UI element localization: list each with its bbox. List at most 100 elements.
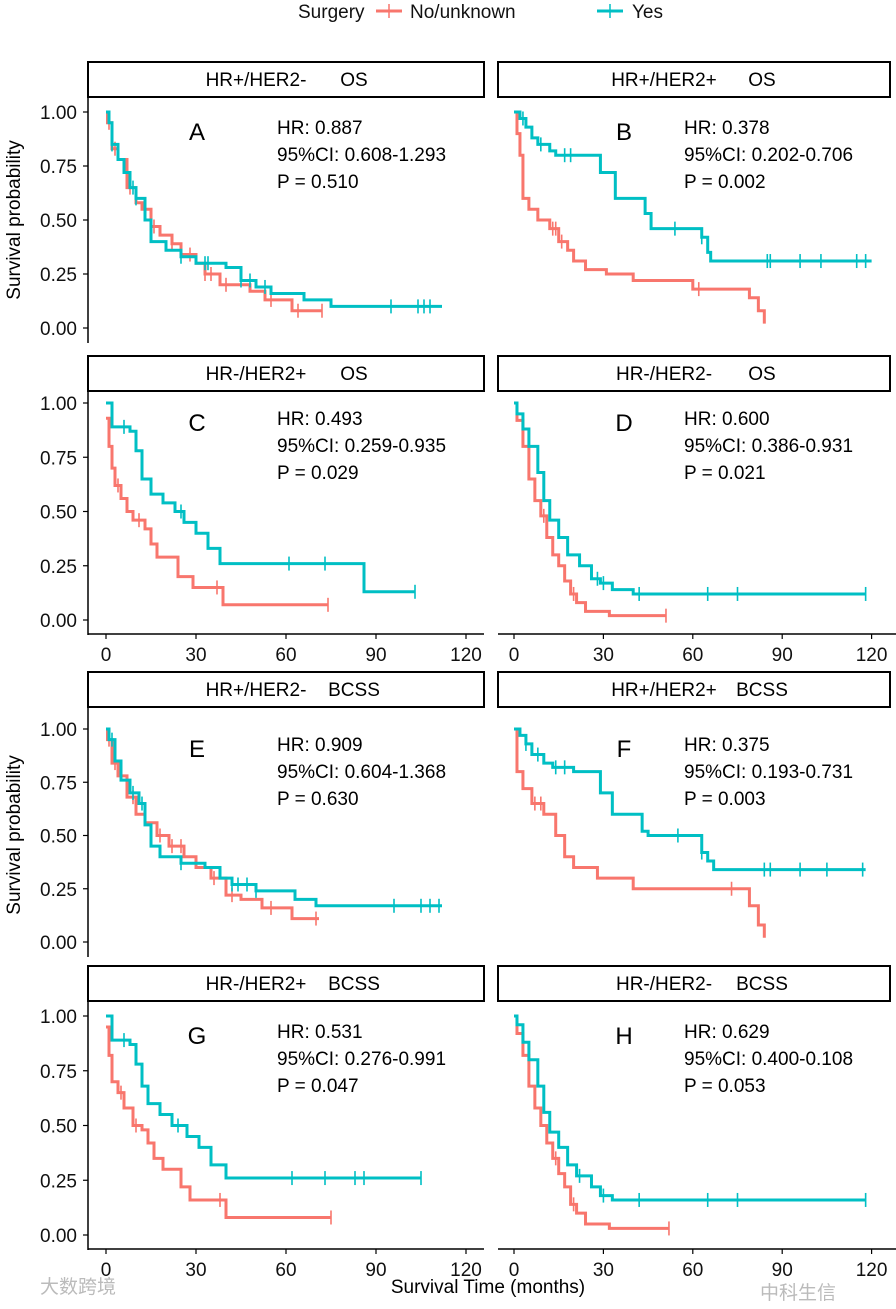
confidence-interval-text: 95%CI: 0.276-0.991 <box>277 1049 446 1070</box>
strip-header <box>497 671 891 708</box>
p-value-text: P = 0.029 <box>277 463 359 484</box>
panel-b: HR+/HER2+ OS B HR: 0.378 95%CI: 0.202-0.706 P… <box>497 61 891 324</box>
x-tick-label: 60 <box>682 645 703 666</box>
x-tick-label: 120 <box>450 1260 482 1281</box>
hazard-ratio-text: HR: 0.600 <box>684 409 770 430</box>
p-value-text: P = 0.630 <box>277 789 359 810</box>
x-tick-label: 60 <box>275 1260 296 1281</box>
legend-label-yes: Yes <box>632 2 663 23</box>
y-axis-title-bcss: Survival probability <box>4 755 25 915</box>
strip-endpoint-label: BCSS <box>736 974 788 995</box>
strip-group-label: HR-/HER2- <box>616 974 712 995</box>
strip-group-label: HR+/HER2+ <box>611 70 717 91</box>
strip-endpoint-label: BCSS <box>328 680 380 701</box>
y-tick-label: 0.75 <box>40 773 77 794</box>
panel-a: HR+/HER2- OS 0.00 0.25 0.50 0.75 1.00 A HR: 0.88… <box>40 61 485 343</box>
x-tick-label: 0 <box>101 1260 112 1281</box>
y-tick-label: 0.00 <box>40 319 77 340</box>
km-curve-no-unknown <box>514 401 666 618</box>
km-curve-no-unknown <box>514 110 766 324</box>
km-curve-no-unknown <box>106 110 322 313</box>
strip-endpoint-label: OS <box>748 70 775 91</box>
strip-group-label: HR-/HER2+ <box>206 974 307 995</box>
x-tick-label: 90 <box>772 1260 793 1281</box>
y-tick-label: 0.25 <box>40 557 77 578</box>
hazard-ratio-text: HR: 0.887 <box>277 118 363 139</box>
y-tick-label: 0.75 <box>40 157 77 178</box>
strip-header <box>87 671 485 708</box>
y-tick-label: 0.25 <box>40 880 77 901</box>
strip-header <box>497 965 891 1002</box>
strip-header <box>87 61 485 98</box>
x-tick-label: 60 <box>682 1260 703 1281</box>
confidence-interval-text: 95%CI: 0.386-0.931 <box>684 436 853 457</box>
panel-h: HR-/HER2- BCSS 0 30 60 90 120 H HR: 0.629 95%CI: … <box>497 965 896 1281</box>
x-tick-label: 30 <box>185 1260 206 1281</box>
confidence-interval-text: 95%CI: 0.400-0.108 <box>684 1049 853 1070</box>
confidence-interval-text: 95%CI: 0.202-0.706 <box>684 145 853 166</box>
panel-letter: A <box>189 119 205 146</box>
km-curve-no-unknown <box>106 727 319 921</box>
confidence-interval-text: 95%CI: 0.604-1.368 <box>277 762 446 783</box>
y-tick-label: 0.50 <box>40 211 77 232</box>
strip-group-label: HR-/HER2- <box>616 364 712 385</box>
x-tick-label: 0 <box>509 1260 520 1281</box>
hazard-ratio-text: HR: 0.531 <box>277 1022 363 1043</box>
x-tick-label: 60 <box>275 645 296 666</box>
x-tick-label: 30 <box>593 645 614 666</box>
confidence-interval-text: 95%CI: 0.259-0.935 <box>277 436 446 457</box>
strip-endpoint-label: BCSS <box>328 974 380 995</box>
panel-e: HR+/HER2- BCSS 0.00 0.25 0.50 0.75 1.00 E HR: 0.… <box>40 671 485 957</box>
panel-f: HR+/HER2+ BCSS F HR: 0.375 95%CI: 0.193-0.73… <box>497 671 891 938</box>
x-tick-label: 0 <box>101 645 112 666</box>
y-tick-label: 1.00 <box>40 1007 77 1028</box>
x-axis-title: Survival Time (months) <box>391 1277 585 1298</box>
strip-endpoint-label: OS <box>748 364 775 385</box>
x-tick-label: 30 <box>185 645 206 666</box>
panel-letter: H <box>615 1023 632 1050</box>
strip-header <box>497 355 891 392</box>
p-value-text: P = 0.510 <box>277 172 359 193</box>
y-tick-label: 0.50 <box>40 503 77 524</box>
panel-g: HR-/HER2+ BCSS 0.00 0.25 0.50 0.75 1.00 0 30 60 90… <box>40 965 485 1281</box>
hazard-ratio-text: HR: 0.493 <box>277 409 363 430</box>
x-tick-label: 90 <box>365 1260 386 1281</box>
p-value-text: P = 0.021 <box>684 463 766 484</box>
confidence-interval-text: 95%CI: 0.193-0.731 <box>684 762 853 783</box>
y-tick-label: 1.00 <box>40 103 77 124</box>
y-tick-label: 0.25 <box>40 265 77 286</box>
x-tick-label: 90 <box>772 645 793 666</box>
strip-header <box>497 61 891 98</box>
y-tick-label: 0.75 <box>40 1062 77 1083</box>
p-value-text: P = 0.003 <box>684 789 766 810</box>
y-tick-label: 0.00 <box>40 1226 77 1247</box>
strip-header <box>87 355 485 392</box>
strip-group-label: HR+/HER2- <box>206 680 307 701</box>
strip-group-label: HR+/HER2+ <box>611 680 717 701</box>
km-curve-yes <box>514 110 872 263</box>
y-tick-label: 0.75 <box>40 448 77 469</box>
p-value-text: P = 0.053 <box>684 1076 766 1097</box>
panel-letter: C <box>188 410 205 437</box>
x-tick-label: 0 <box>509 645 520 666</box>
y-tick-label: 0.50 <box>40 827 77 848</box>
y-tick-label: 1.00 <box>40 394 77 415</box>
x-tick-label: 120 <box>856 645 888 666</box>
y-axis-title-os: Survival probability <box>4 140 25 300</box>
hazard-ratio-text: HR: 0.909 <box>277 735 363 756</box>
strip-endpoint-label: OS <box>340 70 367 91</box>
watermark-left: 大数跨境 <box>40 1276 116 1298</box>
legend: Surgery No/unknown Yes <box>298 2 663 23</box>
panel-letter: G <box>188 1023 207 1050</box>
km-curve-yes <box>514 1014 866 1202</box>
km-curve-yes <box>106 401 415 594</box>
panel-letter: D <box>615 410 632 437</box>
strip-header <box>87 965 485 1002</box>
panel-d: HR-/HER2- OS 0 30 60 90 120 D HR: 0.600 95%CI: 0.… <box>497 355 896 666</box>
strip-group-label: HR+/HER2- <box>206 70 307 91</box>
y-tick-label: 0.50 <box>40 1117 77 1138</box>
km-curve-no-unknown <box>106 1025 331 1219</box>
panel-c: HR-/HER2+ OS 0.00 0.25 0.50 0.75 1.00 0 30 60 90 12… <box>40 355 485 666</box>
km-curve-yes <box>106 727 442 908</box>
km-curve-no-unknown <box>514 1014 669 1230</box>
